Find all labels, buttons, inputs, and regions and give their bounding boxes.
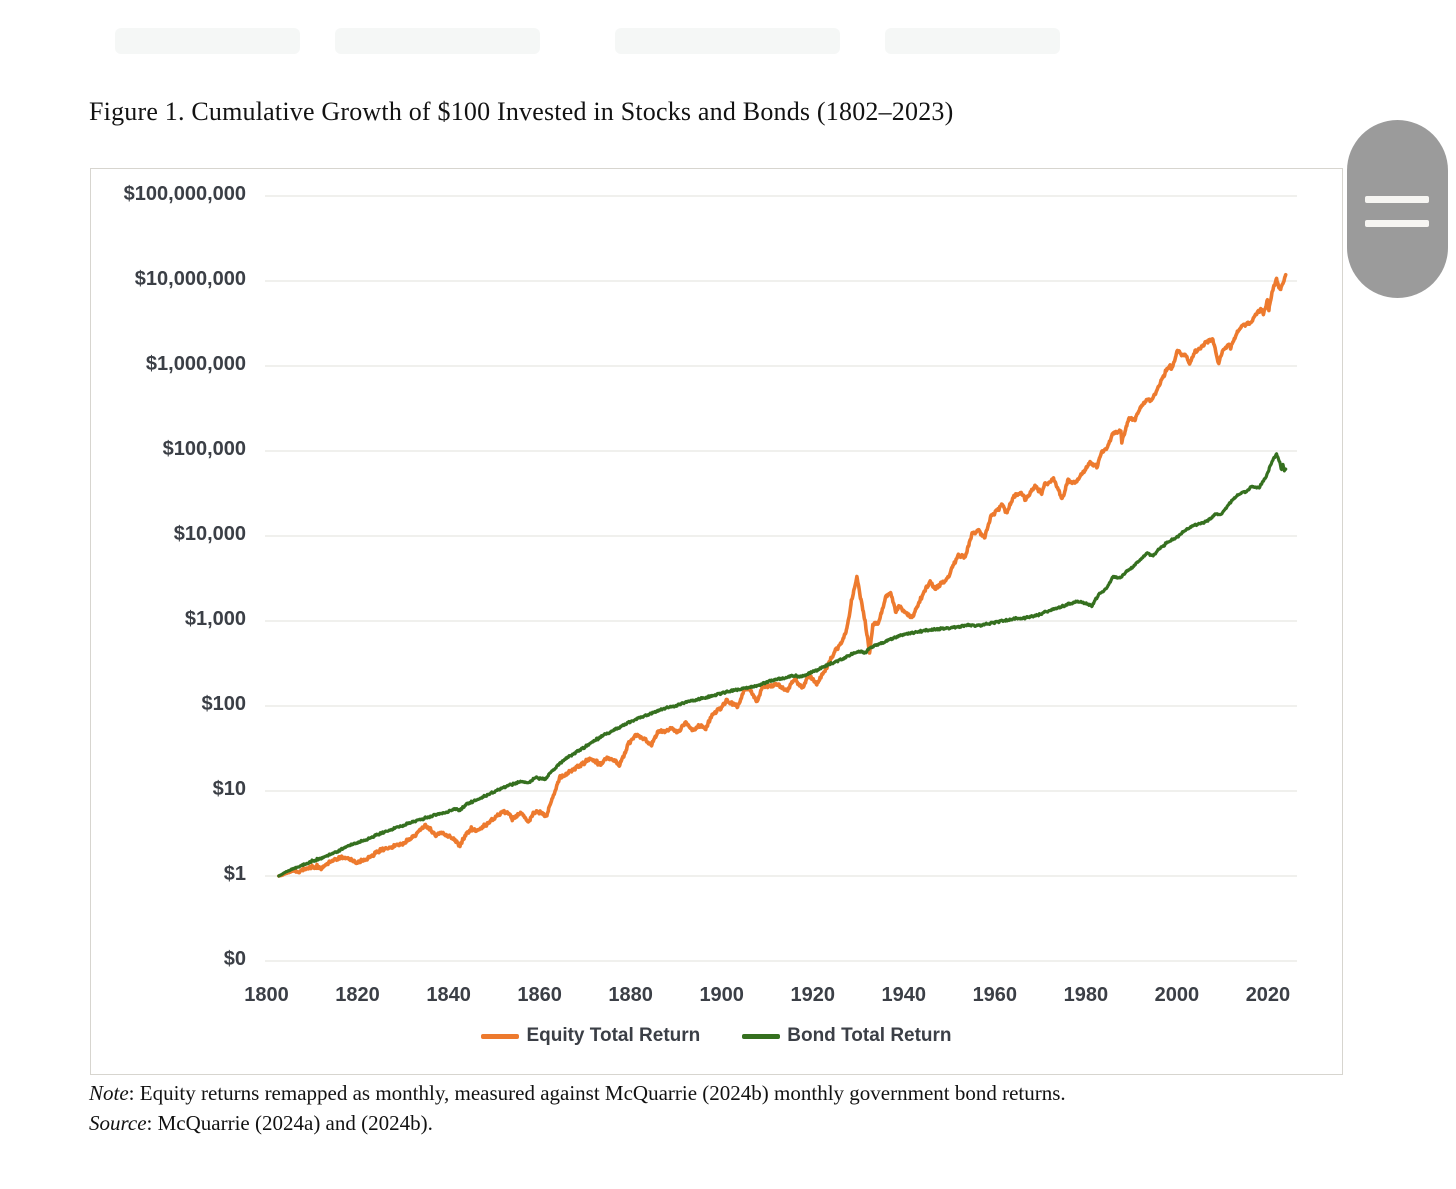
legend-label-bond: Bond Total Return [787,1025,952,1046]
x-axis-tick-label: 1960 [972,984,1018,1006]
floating-menu-button[interactable] [1347,120,1448,298]
line-chart-plot [265,195,1297,962]
faded-ghost-artifact [115,28,300,54]
equity-line-swatch-icon [481,1033,520,1039]
y-axis-tick-label: $1 [223,863,246,885]
y-axis-tick-label: $1,000,000 [145,353,246,375]
y-axis-tick-label: $10,000,000 [134,268,246,290]
y-axis-tick-label: $100,000 [162,438,246,460]
figure-title: Figure 1. Cumulative Growth of $100 Inve… [89,97,954,126]
chart-legend: Equity Total Return Bond Total Return [91,1025,1342,1047]
y-axis-tick-label: $1,000 [184,608,246,630]
y-axis-tick-label: $10,000 [173,523,246,545]
equity-total-return-line [277,272,1288,878]
legend-item-equity: Equity Total Return [481,1025,700,1047]
y-axis-tick-label: $0 [223,948,246,970]
chart-area: $100,000,000 $10,000,000 $1,000,000 $100,00… [90,168,1343,1075]
figure-notes: Note: Equity returns remapped as monthly… [89,1078,1379,1138]
x-axis-tick-label: 1800 [244,984,289,1006]
faded-ghost-artifact [885,28,1060,54]
note-label: Note [89,1081,129,1105]
note-text: : Equity returns remapped as monthly, me… [128,1081,1066,1105]
x-axis-tick-label: 1820 [335,984,380,1006]
legend-item-bond: Bond Total Return [742,1025,952,1047]
source-label: Source [89,1111,147,1135]
x-axis-tick-label: 2020 [1245,984,1291,1006]
x-axis-tick-label: 1940 [881,984,927,1006]
faded-ghost-artifact [615,28,840,54]
note-line: Note: Equity returns remapped as monthly… [89,1078,1379,1108]
y-axis-tick-label: $100,000,000 [123,183,246,205]
x-axis-tick-label: 1900 [699,984,744,1006]
y-axis-tick-label: $10 [212,778,246,800]
legend-label-equity: Equity Total Return [526,1025,701,1046]
bond-line-swatch-icon [742,1033,781,1039]
x-axis-tick-label: 1880 [608,984,653,1006]
x-axis-tick-label: 1920 [790,984,835,1006]
source-line: Source: McQuarrie (2024a) and (2024b). [89,1108,1379,1138]
x-axis-tick-label: 1980 [1063,984,1109,1006]
x-axis-tick-label: 2000 [1154,984,1200,1006]
x-axis-tick-label: 1840 [426,984,471,1006]
faded-ghost-artifact [335,28,540,54]
bond-total-return-line [277,452,1288,878]
y-axis-tick-label: $100 [201,693,247,715]
x-axis-tick-label: 1860 [517,984,562,1006]
source-text: : McQuarrie (2024a) and (2024b). [146,1111,433,1135]
